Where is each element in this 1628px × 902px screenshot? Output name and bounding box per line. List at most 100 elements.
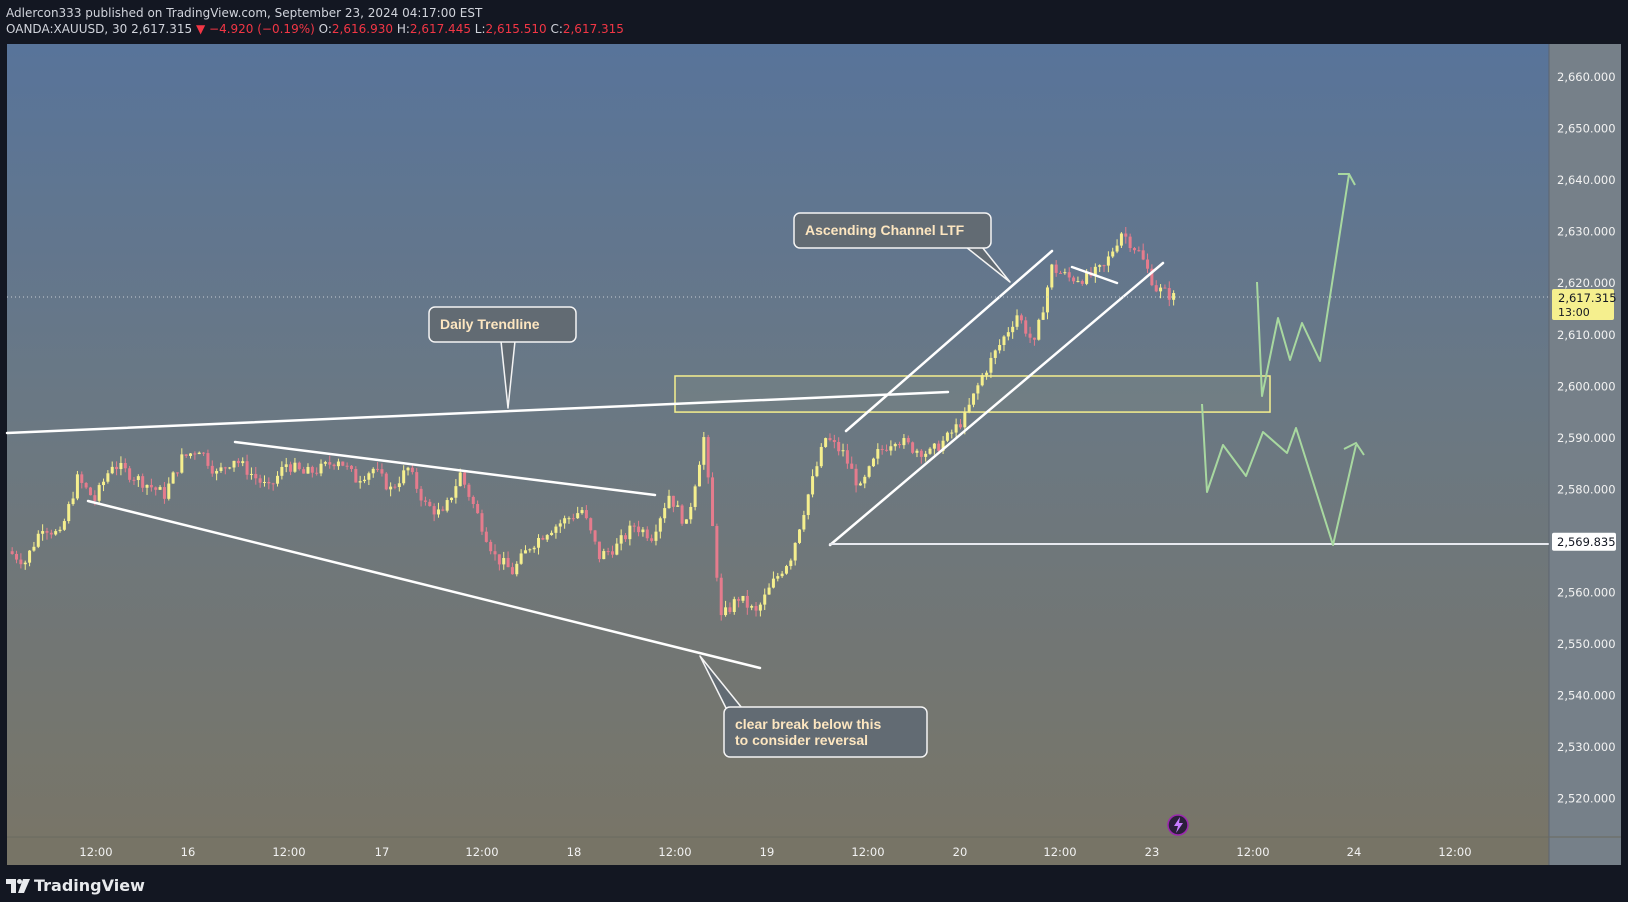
candle-body bbox=[906, 438, 910, 443]
candle-body bbox=[384, 473, 388, 490]
candle-body bbox=[315, 472, 319, 474]
x-tick-label: 12:00 bbox=[465, 845, 498, 859]
x-tick-label: 12:00 bbox=[272, 845, 305, 859]
candle-body bbox=[915, 450, 919, 453]
candle-body bbox=[367, 473, 371, 480]
channel-flag-line[interactable] bbox=[1070, 265, 1119, 285]
candle-body bbox=[276, 475, 280, 484]
candle-body bbox=[802, 515, 806, 530]
candle-body bbox=[719, 577, 723, 616]
candle-body bbox=[363, 479, 367, 482]
current-price-label[interactable] bbox=[1552, 289, 1614, 321]
tradingview-logo[interactable]: TradingView bbox=[6, 876, 145, 895]
candle-body bbox=[763, 594, 767, 605]
candle-body bbox=[937, 443, 941, 451]
candle-body bbox=[889, 446, 893, 451]
candle-body bbox=[924, 453, 928, 457]
y-tick-label: 2,640.000 bbox=[1557, 173, 1616, 187]
candle-body bbox=[197, 452, 201, 455]
current-price-value: 2,617.315 bbox=[1558, 291, 1617, 305]
candle-body bbox=[811, 476, 815, 495]
candle-body bbox=[1028, 333, 1032, 338]
candle-body bbox=[567, 518, 571, 520]
candle-body bbox=[210, 465, 214, 474]
candle-body bbox=[1024, 320, 1028, 334]
candle-body bbox=[332, 464, 336, 467]
candle-body bbox=[902, 438, 906, 446]
bullish-projection-arrowhead bbox=[1338, 173, 1356, 186]
candle-body bbox=[741, 595, 745, 601]
candle-body bbox=[506, 558, 510, 568]
candle-body bbox=[502, 558, 506, 565]
candle-body bbox=[545, 535, 549, 540]
candle-body bbox=[1172, 293, 1176, 300]
time-axis[interactable] bbox=[7, 837, 1549, 865]
candle-body bbox=[693, 486, 697, 507]
candle-body bbox=[19, 559, 23, 565]
bearish-projection-arrowhead bbox=[1343, 441, 1365, 456]
candle-body bbox=[1106, 256, 1110, 266]
bullish-projection-path[interactable] bbox=[1256, 173, 1350, 397]
callout-text: clear break below this bbox=[735, 716, 881, 732]
candle-body bbox=[654, 531, 658, 541]
candle-body bbox=[976, 385, 980, 394]
wedge-lower-line[interactable] bbox=[86, 499, 762, 670]
candle-body bbox=[680, 505, 684, 524]
candle-body bbox=[93, 495, 97, 501]
price-axis[interactable] bbox=[1549, 44, 1621, 865]
callout-text: Ascending Channel LTF bbox=[805, 222, 965, 238]
y-tick-label: 2,520.000 bbox=[1557, 792, 1616, 806]
candle-body bbox=[389, 486, 393, 490]
x-tick-label: 16 bbox=[181, 845, 196, 859]
candle-body bbox=[867, 466, 871, 477]
candle-body bbox=[676, 505, 680, 507]
candle-body bbox=[711, 477, 715, 527]
candle-body bbox=[1102, 265, 1106, 267]
callout-daily-trendline[interactable]: Daily Trendline bbox=[428, 306, 577, 409]
candle-body bbox=[419, 488, 423, 501]
candle-body bbox=[245, 461, 249, 475]
candle-body bbox=[732, 599, 736, 612]
candle-body bbox=[167, 483, 171, 499]
candle-body bbox=[49, 532, 53, 535]
candle-body bbox=[110, 466, 114, 474]
candle-body bbox=[319, 463, 323, 474]
daily-trendline[interactable] bbox=[5, 390, 950, 435]
candle-body bbox=[436, 509, 440, 515]
candle-body bbox=[54, 531, 58, 535]
wedge-upper-line[interactable] bbox=[233, 440, 657, 497]
candle-body bbox=[1098, 265, 1102, 267]
candle-body bbox=[584, 510, 588, 519]
candle-body bbox=[123, 462, 127, 469]
candle-body bbox=[328, 462, 332, 465]
candle-body bbox=[171, 472, 175, 484]
candle-body bbox=[1037, 319, 1041, 340]
callout-ascending-channel[interactable]: Ascending Channel LTF bbox=[793, 212, 1011, 283]
candle-body bbox=[180, 454, 184, 473]
candle-body bbox=[967, 404, 971, 412]
candle-body bbox=[115, 466, 119, 470]
candle-body bbox=[175, 472, 179, 474]
candle-body bbox=[663, 508, 667, 519]
candle-body bbox=[615, 543, 619, 555]
x-tick-label: 12:00 bbox=[658, 845, 691, 859]
symbol-name[interactable]: OANDA:XAUUSD, 30 bbox=[6, 22, 128, 36]
level-price-label[interactable] bbox=[1552, 532, 1616, 551]
channel-lower-line[interactable] bbox=[828, 261, 1165, 547]
candle-body bbox=[671, 495, 675, 507]
candle-body bbox=[980, 375, 984, 386]
publish-info: Adlercon333 published on TradingView.com… bbox=[6, 6, 483, 20]
candle-body bbox=[815, 466, 819, 477]
candle-body bbox=[58, 529, 62, 532]
x-tick-label: 20 bbox=[953, 845, 968, 859]
candle-body bbox=[376, 468, 380, 470]
channel-upper-line[interactable] bbox=[844, 249, 1054, 433]
candle-body bbox=[767, 587, 771, 595]
candle-body bbox=[1150, 268, 1154, 286]
lightning-icon[interactable] bbox=[1167, 814, 1189, 836]
candle-body bbox=[471, 496, 475, 505]
candle-body bbox=[1093, 266, 1097, 276]
bearish-projection-path[interactable] bbox=[1201, 403, 1357, 546]
